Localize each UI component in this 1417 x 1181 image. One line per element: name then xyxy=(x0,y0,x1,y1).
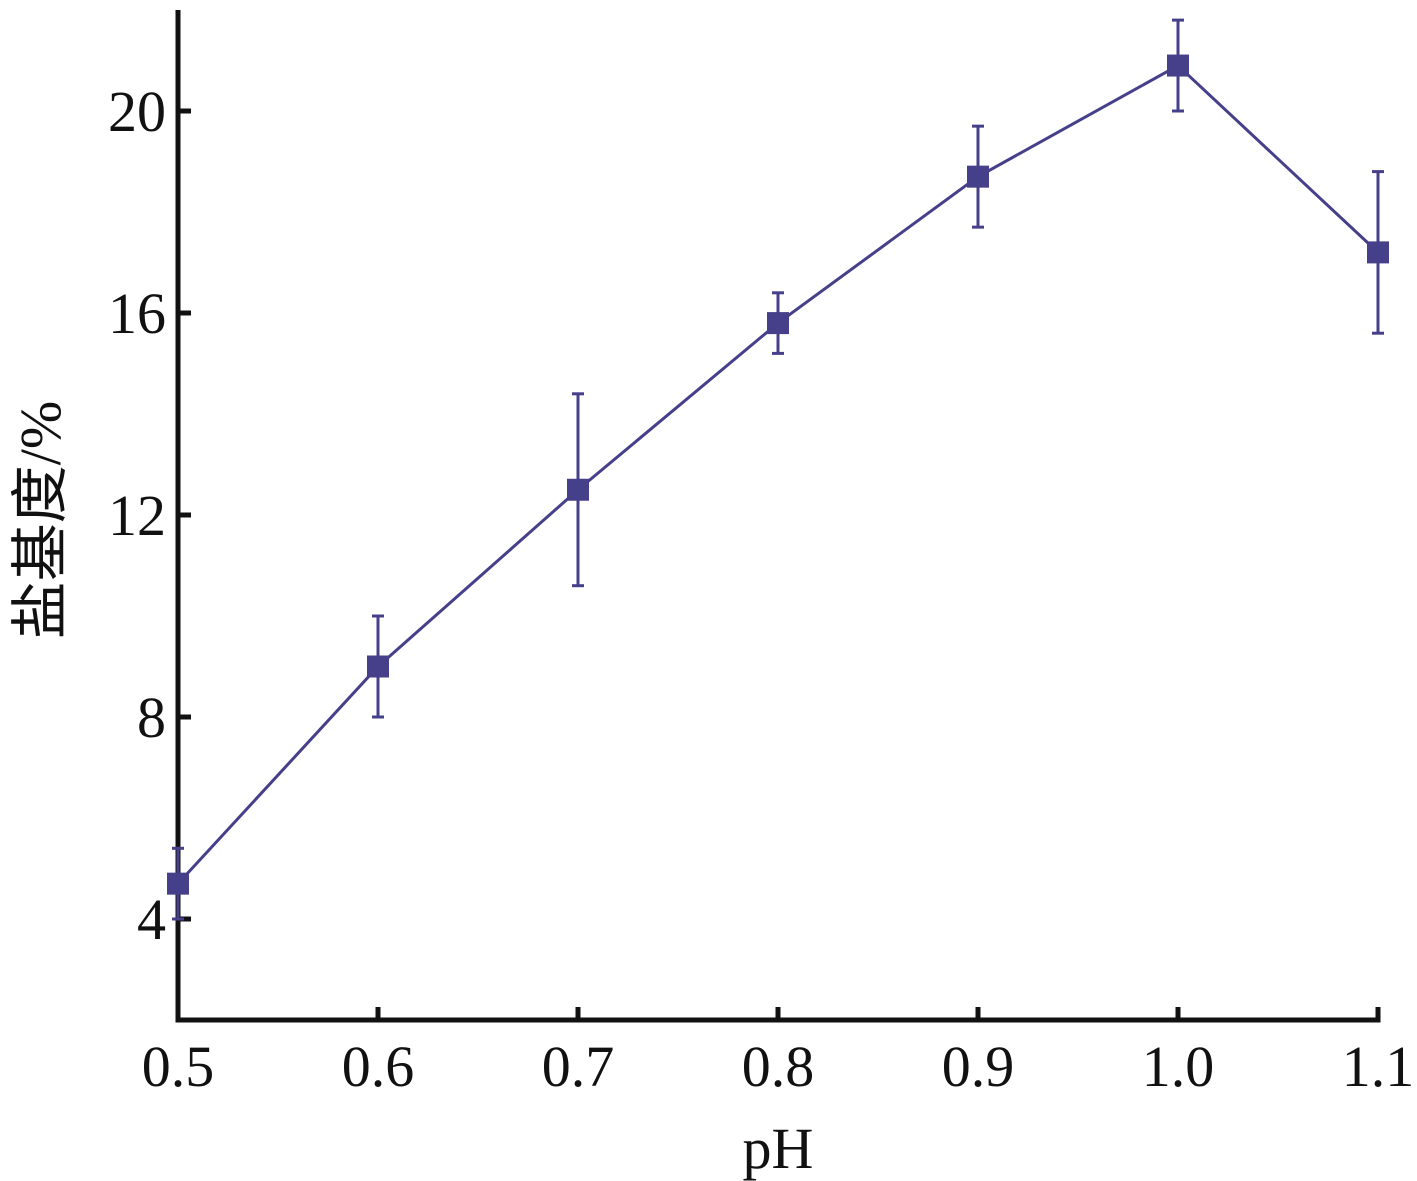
x-tick-label: 0.6 xyxy=(342,1034,415,1099)
y-tick-label: 4 xyxy=(137,887,166,952)
data-point-marker xyxy=(1167,54,1189,77)
x-ticks: 0.5 0.6 0.7 0.8 0.9 1.0 1.1 xyxy=(142,1007,1415,1099)
y-tick-label: 16 xyxy=(108,281,166,346)
x-tick-label: 1.1 xyxy=(1342,1034,1415,1099)
y-tick-label: 8 xyxy=(137,685,166,750)
x-tick-label: 0.7 xyxy=(542,1034,615,1099)
y-tick-label: 12 xyxy=(108,483,166,548)
data-point-marker xyxy=(167,872,189,895)
x-axis-title: pH xyxy=(743,1116,814,1181)
series-layer xyxy=(167,18,1389,921)
y-tick-label: 20 xyxy=(108,79,166,144)
x-tick-label: 0.9 xyxy=(942,1034,1015,1099)
axes xyxy=(175,10,1381,1023)
data-point-marker xyxy=(767,312,789,335)
data-point-marker xyxy=(1367,241,1389,264)
y-axis-title: 盐基度/% xyxy=(8,401,73,639)
data-point-marker xyxy=(567,478,589,501)
x-tick-label: 1.0 xyxy=(1142,1034,1215,1099)
y-ticks: 4 8 12 16 20 xyxy=(108,79,191,952)
x-tick-label: 0.8 xyxy=(742,1034,815,1099)
x-tick-label: 0.5 xyxy=(142,1034,215,1099)
series-line xyxy=(176,63,1380,885)
data-point-marker xyxy=(967,165,989,188)
data-point-marker xyxy=(367,655,389,678)
